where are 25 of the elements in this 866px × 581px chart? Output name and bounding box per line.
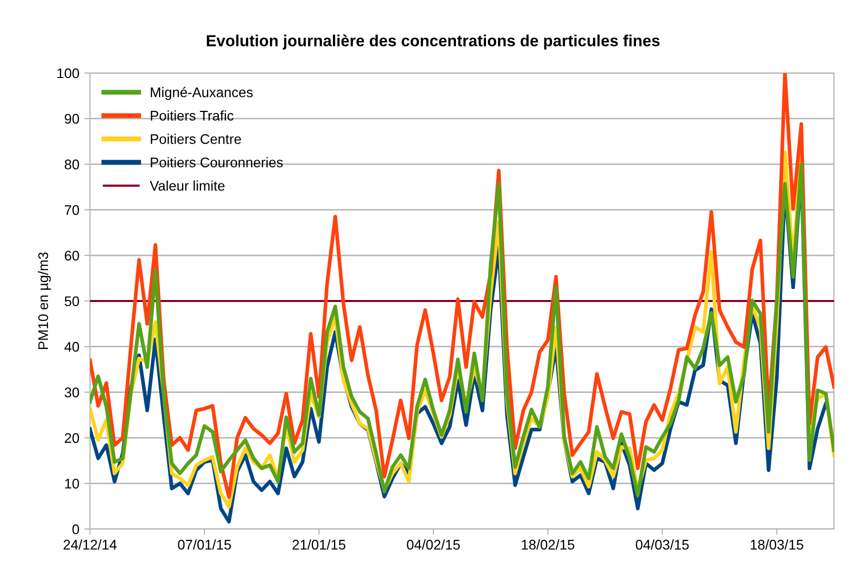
legend-label: Poitiers Centre	[150, 134, 241, 144]
y-tick-label: 0	[72, 524, 80, 534]
y-tick-label: 60	[64, 250, 80, 261]
y-tick-label: 100	[57, 68, 80, 78]
y-tick-label: 50	[64, 296, 80, 306]
x-tick-label: 18/02/15	[522, 539, 574, 550]
x-tick-label: 07/01/15	[178, 539, 231, 550]
y-tick-label: 80	[64, 160, 80, 170]
x-tick-label: 18/03/15	[750, 539, 804, 550]
y-axis-title: PM10 en µg/m3	[38, 252, 51, 350]
legend-label: Poitiers Couronneries	[150, 157, 283, 168]
y-tick-label: 40	[64, 342, 80, 352]
x-tick-label: 21/01/15	[292, 539, 346, 550]
y-tick-label: 90	[64, 114, 80, 124]
legend-label: Migné-Auxances	[150, 86, 253, 100]
y-tick-label: 70	[64, 205, 80, 215]
x-tick-label: 04/02/15	[406, 539, 460, 550]
legend-label: Poitiers Trafic	[150, 110, 234, 121]
x-tick-label: 04/03/15	[636, 539, 689, 550]
y-tick-label: 30	[64, 388, 80, 398]
chart-title: Evolution journalière des concentrations de particules fines	[206, 34, 660, 50]
y-tick-label: 20	[64, 433, 80, 443]
y-tick-label: 10	[65, 478, 80, 489]
x-tick-label: 24/12/14	[64, 539, 117, 550]
legend-label: Valeur limite	[150, 180, 224, 191]
